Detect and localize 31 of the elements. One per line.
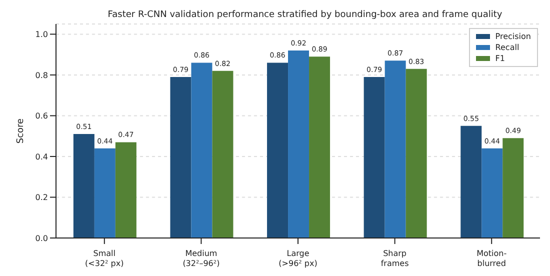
y-axis-title: Score: [16, 118, 26, 144]
legend-label: Precision: [495, 31, 531, 42]
legend-label: F1: [495, 53, 505, 64]
bar: [288, 50, 310, 238]
y-tick-label: 0.0: [35, 234, 48, 243]
x-tick-label: Motion- blurred: [476, 249, 507, 268]
x-tick-label: Medium (32²–96²): [182, 249, 220, 268]
bar: [482, 148, 503, 238]
y-tick-label: 0.4: [35, 152, 48, 162]
bar: [460, 126, 482, 238]
chart-title: Faster R-CNN validation performance stratified by bounding-box area and frame quality: [106, 10, 504, 20]
bar: [384, 60, 406, 238]
y-tick-label: 0.8: [35, 70, 48, 80]
bar: [212, 70, 234, 238]
bar: [267, 62, 288, 238]
bar: [364, 76, 385, 238]
y-tick-label: 0.2: [35, 193, 48, 202]
x-tick-label: Small (<32² px): [85, 249, 124, 268]
bar: [191, 62, 212, 238]
bar: [406, 68, 427, 238]
bar: [94, 148, 116, 238]
bar: [170, 76, 192, 238]
legend-label: Recall: [495, 42, 520, 53]
bar: [73, 134, 94, 238]
x-tick-label: Sharp frames: [380, 249, 409, 268]
bar: [502, 138, 524, 238]
bar: [309, 56, 330, 238]
x-tick-label: Large (>96² px): [278, 249, 318, 268]
y-tick-label: 0.6: [35, 112, 48, 121]
y-tick-label: 1.0: [35, 30, 48, 40]
bar: [115, 142, 136, 238]
